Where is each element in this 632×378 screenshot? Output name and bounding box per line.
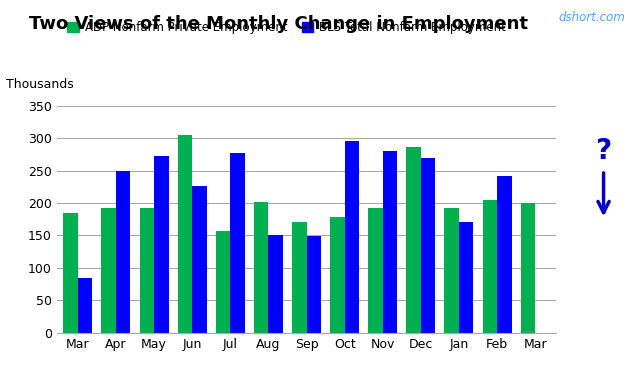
Text: Thousands: Thousands <box>6 78 74 91</box>
Bar <box>497 177 511 333</box>
Bar <box>383 151 398 333</box>
Text: Two Views of the Monthly Change in Employment: Two Views of the Monthly Change in Emplo… <box>28 15 528 33</box>
Bar <box>269 235 283 333</box>
Bar <box>116 170 130 333</box>
Bar <box>368 208 383 333</box>
Bar <box>344 141 359 333</box>
Bar <box>63 214 78 333</box>
Legend: ADP Nonfarm Private Employment, BLS Total Nonfarm Employment: ADP Nonfarm Private Employment, BLS Tota… <box>63 17 511 39</box>
Bar <box>292 222 307 333</box>
Bar <box>421 158 435 333</box>
Bar <box>444 208 459 333</box>
Bar <box>216 231 230 333</box>
Bar <box>192 186 207 333</box>
Bar <box>102 208 116 333</box>
Bar <box>78 278 92 333</box>
Bar <box>307 236 321 333</box>
Bar <box>230 153 245 333</box>
Bar <box>140 208 154 333</box>
Bar <box>330 217 344 333</box>
Bar <box>154 156 169 333</box>
Bar <box>254 202 269 333</box>
Bar <box>178 135 192 333</box>
Text: ?: ? <box>595 137 612 165</box>
Bar <box>459 222 473 333</box>
Bar <box>483 200 497 333</box>
Bar <box>521 203 535 333</box>
Text: dshort.com: dshort.com <box>559 11 626 24</box>
Bar <box>406 147 421 333</box>
